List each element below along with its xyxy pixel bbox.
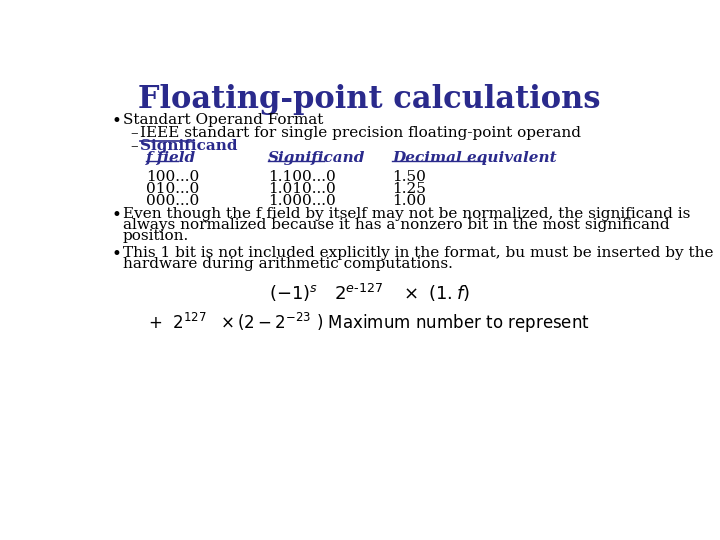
Text: –: – xyxy=(130,126,138,140)
Text: $+\ \ 2^{127}\ \ \times(2-2^{-23}\ )\ \mathrm{Maximum\ number\ to\ represent}$: $+\ \ 2^{127}\ \ \times(2-2^{-23}\ )\ \m… xyxy=(148,311,590,335)
Text: This 1 bit is not included explicitly in the format, bu must be inserted by the: This 1 bit is not included explicitly in… xyxy=(122,246,713,260)
Text: 000...0: 000...0 xyxy=(145,194,199,208)
Text: •: • xyxy=(112,112,122,130)
Text: hardware during arithmetic computations.: hardware during arithmetic computations. xyxy=(122,256,452,271)
Text: 100...0: 100...0 xyxy=(145,170,199,184)
Text: 1.100...0: 1.100...0 xyxy=(269,170,336,184)
Text: Standart Operand Format: Standart Operand Format xyxy=(122,112,323,126)
Text: $(-1)^{s}\ \ \ 2^{e\text{-}127}\ \ \ \times\ (1\mathit{.f})$: $(-1)^{s}\ \ \ 2^{e\text{-}127}\ \ \ \ti… xyxy=(269,282,469,304)
Text: 1.010...0: 1.010...0 xyxy=(269,182,336,196)
Text: –: – xyxy=(130,139,138,153)
Text: •: • xyxy=(112,246,122,263)
Text: Even though the f field by itself may not be normalized, the significand is: Even though the f field by itself may no… xyxy=(122,207,690,221)
Text: •: • xyxy=(112,207,122,224)
Text: Floating-point calculations: Floating-point calculations xyxy=(138,84,600,115)
Text: 1.25: 1.25 xyxy=(392,182,426,196)
Text: Significand: Significand xyxy=(269,151,366,165)
Text: IEEE standart for single precision floating-point operand: IEEE standart for single precision float… xyxy=(140,126,580,140)
Text: always normalized because it has a nonzero bit in the most significand: always normalized because it has a nonze… xyxy=(122,218,669,232)
Text: 010...0: 010...0 xyxy=(145,182,199,196)
Text: 1.000...0: 1.000...0 xyxy=(269,194,336,208)
Text: Decimal equivalent: Decimal equivalent xyxy=(392,151,557,165)
Text: position.: position. xyxy=(122,229,189,243)
Text: 1.00: 1.00 xyxy=(392,194,426,208)
Text: f field: f field xyxy=(145,151,196,165)
Text: 1.50: 1.50 xyxy=(392,170,426,184)
Text: Significand: Significand xyxy=(140,139,237,153)
